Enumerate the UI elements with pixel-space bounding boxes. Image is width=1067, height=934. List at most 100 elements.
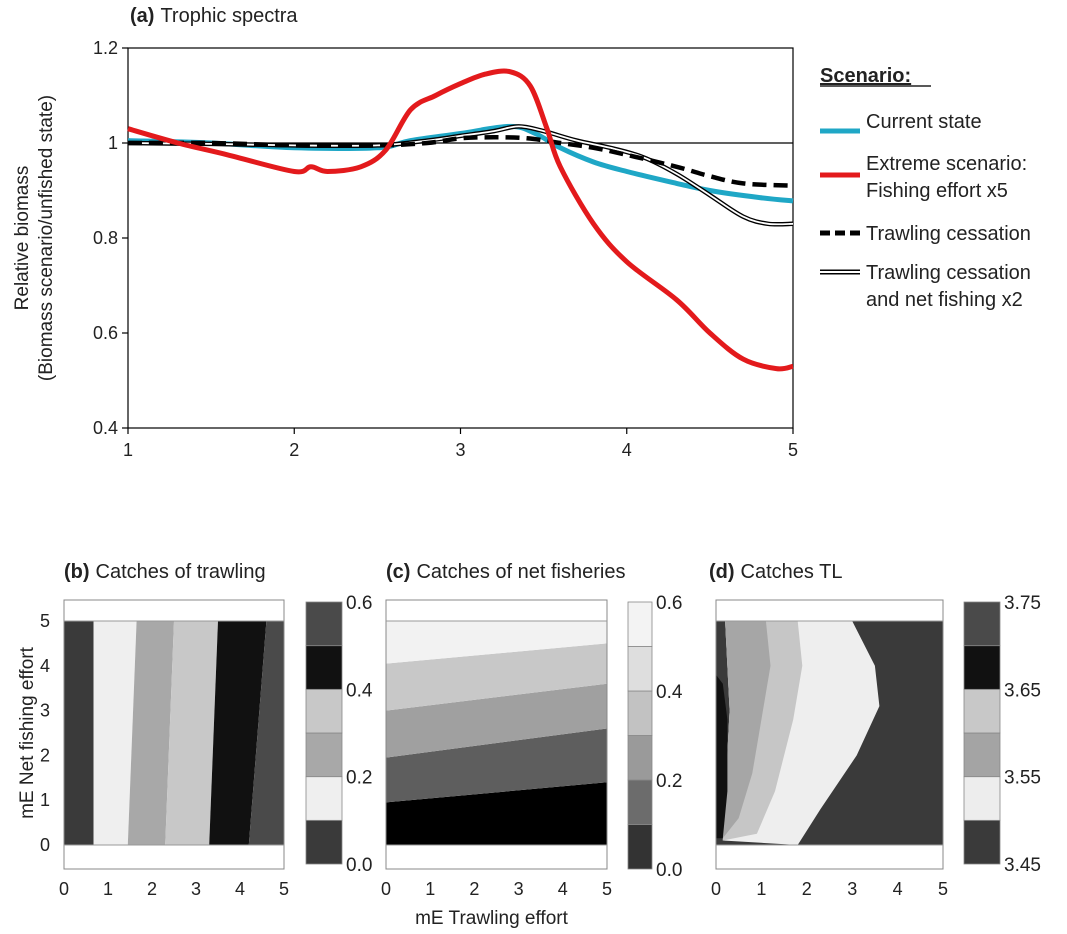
legend-label-trawling-cessation: Trawling cessation (866, 262, 1031, 284)
panel-c-title: (c) Catches of net fisheries (386, 561, 625, 583)
panel-d-x-tick-label-0: 0 (711, 879, 721, 899)
panel-b-colorbar-tick-0-0: 0.0 (346, 855, 372, 876)
panel-c-x-tick-label-5: 5 (602, 879, 612, 899)
panel-b-y-tick-label-4: 4 (40, 656, 50, 676)
panel-b-region-3 (165, 621, 218, 845)
panel-d-title-text: Catches TL (741, 561, 843, 583)
panel-b-y-label: mE Net fishing effort (17, 646, 38, 819)
panel-a-legend: Scenario: Current state Extreme scenario: F… (820, 65, 1031, 311)
panel-b-y-tick-label-1: 1 (40, 790, 50, 810)
panel-d-x-tick-label-4: 4 (893, 879, 903, 899)
panel-a-y-tick-label-1-2: 1.2 (93, 38, 118, 58)
panel-b-region-0 (64, 621, 94, 845)
panel-b-colorbar-level-3 (306, 689, 342, 733)
legend-title: Scenario: (820, 65, 911, 87)
panel-a-y-tick-label-1: 1 (108, 133, 118, 153)
panel-a-y-axis-label: Relative biomass (Biomass scenario/unfish… (12, 95, 57, 381)
panel-b-regions (64, 621, 284, 845)
legend-label-extreme-scenario: Extreme scenario: (866, 153, 1027, 175)
panel-c-colorbar-tick-0-4: 0.4 (656, 682, 683, 703)
panel-d-catches-tl: (d) Catches TL 0 1 2 3 4 5 3.45 3.55 3.65 3.75 (709, 561, 1041, 899)
panel-c-regions (386, 621, 607, 845)
panel-c-colorbar-level-5 (628, 602, 652, 647)
panel-a-x-tick-label-2: 2 (289, 440, 299, 460)
panel-c-colorbar-level-1 (628, 780, 652, 825)
panel-c-letter: (c) (386, 561, 410, 583)
panel-c-x-tick-label-4: 4 (558, 879, 568, 899)
panel-d-title: (d) Catches TL (709, 561, 842, 583)
panel-a-series-trawling-cessation-and-net-fishing-x2 (128, 126, 793, 224)
panel-b-x-tick-label-0: 0 (59, 879, 69, 899)
panel-a-y-label-line-1: Relative biomass (12, 166, 33, 311)
panel-a-y-tick-label-0-8: 0.8 (93, 228, 118, 248)
panel-d-x-tick-label-3: 3 (847, 879, 857, 899)
panel-a-y-label-line-2: (Biomass scenario/unfished state) (36, 95, 57, 381)
panel-d-colorbar-level-1 (964, 777, 1000, 821)
panel-a-title-text: Trophic spectra (160, 5, 298, 27)
panel-b-x-tick-label-1: 1 (103, 879, 113, 899)
panel-c-colorbar-tick-0-2: 0.2 (656, 771, 682, 792)
panel-c-x-tick-label-0: 0 (381, 879, 391, 899)
panel-c-colorbar-level-3 (628, 691, 652, 736)
panel-c-x-tick-label-2: 2 (469, 879, 479, 899)
panel-a-x-tick-label-5: 5 (788, 440, 798, 460)
legend-label-fishing-effort-x5: Fishing effort x5 (866, 180, 1008, 202)
panel-a-title: (a) Trophic spectra (130, 5, 298, 27)
panel-c-colorbar-tick-0-6: 0.6 (656, 593, 682, 614)
panel-d-colorbar-level-4 (964, 646, 1000, 690)
panel-b-y-tick-label-2: 2 (40, 745, 50, 765)
panel-c-colorbar-level-4 (628, 647, 652, 692)
panel-a-series-extreme-scenario-fishing-effort-x5 (128, 71, 793, 369)
panel-d-x-tick-label-1: 1 (756, 879, 766, 899)
panel-b-colorbar-tick-0-2: 0.2 (346, 768, 372, 789)
panel-b-x-tick-label-4: 4 (235, 879, 245, 899)
panel-d-colorbar-level-2 (964, 733, 1000, 777)
panel-d-x-tick-label-2: 2 (802, 879, 812, 899)
legend-label-and-net-fishing-x2: and net fishing x2 (866, 289, 1023, 311)
panel-a-trophic-spectra: (a) Trophic spectra Relative biomass (Biom… (12, 5, 1031, 460)
panel-d-colorbar-tick-3-65: 3.65 (1004, 680, 1041, 701)
panel-a-y-tick-label-0-6: 0.6 (93, 323, 118, 343)
panel-b-catches-of-trawling: (b) Catches of trawling0 1 2 3 4 5012345mE Net… (17, 561, 373, 899)
panel-b-colorbar-tick-0-4: 0.4 (346, 680, 373, 701)
panel-d-x-tick-label-5: 5 (938, 879, 948, 899)
panel-c-x-tick-label-1: 1 (425, 879, 435, 899)
panel-c-catches-of-net-fisheries: (c) Catches of net fisheries 0 1 2 3 4 5 mE Traw… (381, 561, 683, 929)
legend-label-trawling-cessation: Trawling cessation (866, 223, 1031, 245)
panel-c-x-tick-label-3: 3 (514, 879, 524, 899)
panel-d-colorbar-level-0 (964, 820, 1000, 864)
panel-b-x-tick-label-2: 2 (147, 879, 157, 899)
panel-b-colorbar-level-1 (306, 777, 342, 821)
panel-c-title-text: Catches of net fisheries (416, 561, 625, 583)
panel-c-colorbar-tick-0-0: 0.0 (656, 860, 682, 881)
panel-a-x-tick-label-1: 1 (123, 440, 133, 460)
panel-b-colorbar-tick-0-6: 0.6 (346, 593, 372, 614)
panel-b-x-tick-label-5: 5 (279, 879, 289, 899)
panel-c-colorbar-level-2 (628, 736, 652, 781)
panel-b-x-tick-label-3: 3 (191, 879, 201, 899)
series-line-inner (128, 126, 793, 224)
panel-d-colorbar-level-5 (964, 602, 1000, 646)
series-line-outer (128, 126, 793, 224)
legend-label-current-state: Current state (866, 111, 982, 133)
panel-d-colorbar-tick-3-75: 3.75 (1004, 593, 1041, 614)
panel-a-plot-area: 1 2 3 4 5 0.4 0.6 0.8 1 1.2 (93, 38, 798, 460)
panel-a-frame (128, 48, 793, 428)
panel-a-letter: (a) (130, 5, 154, 27)
panel-b-y-tick-label-0: 0 (40, 835, 50, 855)
panel-a-y-tick-label-0-4: 0.4 (93, 418, 118, 438)
panel-b-colorbar-level-5 (306, 602, 342, 646)
panel-b-y-tick-label-3: 3 (40, 701, 50, 721)
panel-c-colorbar-level-0 (628, 825, 652, 870)
panel-a-x-tick-label-3: 3 (455, 440, 465, 460)
panel-d-regions (716, 621, 943, 845)
panel-d-colorbar-level-3 (964, 689, 1000, 733)
panel-d-colorbar-tick-3-55: 3.55 (1004, 768, 1041, 789)
panel-b-letter: (b) (64, 561, 90, 583)
panel-b-title-text: Catches of trawling (96, 561, 266, 583)
panel-a-x-tick-label-4: 4 (622, 440, 632, 460)
panel-b-title: (b) Catches of trawling (64, 561, 266, 583)
panel-b-y-tick-label-5: 5 (40, 611, 50, 631)
series-line (128, 71, 793, 369)
